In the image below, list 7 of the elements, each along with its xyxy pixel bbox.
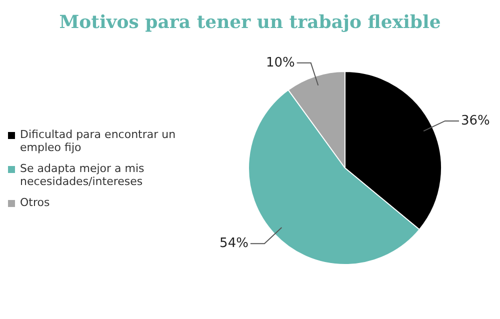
chart-title: Motivos para tener un trabajo flexible [58, 11, 442, 33]
legend-label: Se adapta mejor a mis necesidades/intereses [20, 162, 146, 188]
data-label: 54% [220, 236, 248, 252]
legend-label: Dificultad para encontrar un empleo fijo [20, 128, 177, 154]
data-label: 10% [266, 55, 295, 70]
legend-label: Otros [20, 196, 50, 208]
data-label: 36% [460, 113, 490, 128]
